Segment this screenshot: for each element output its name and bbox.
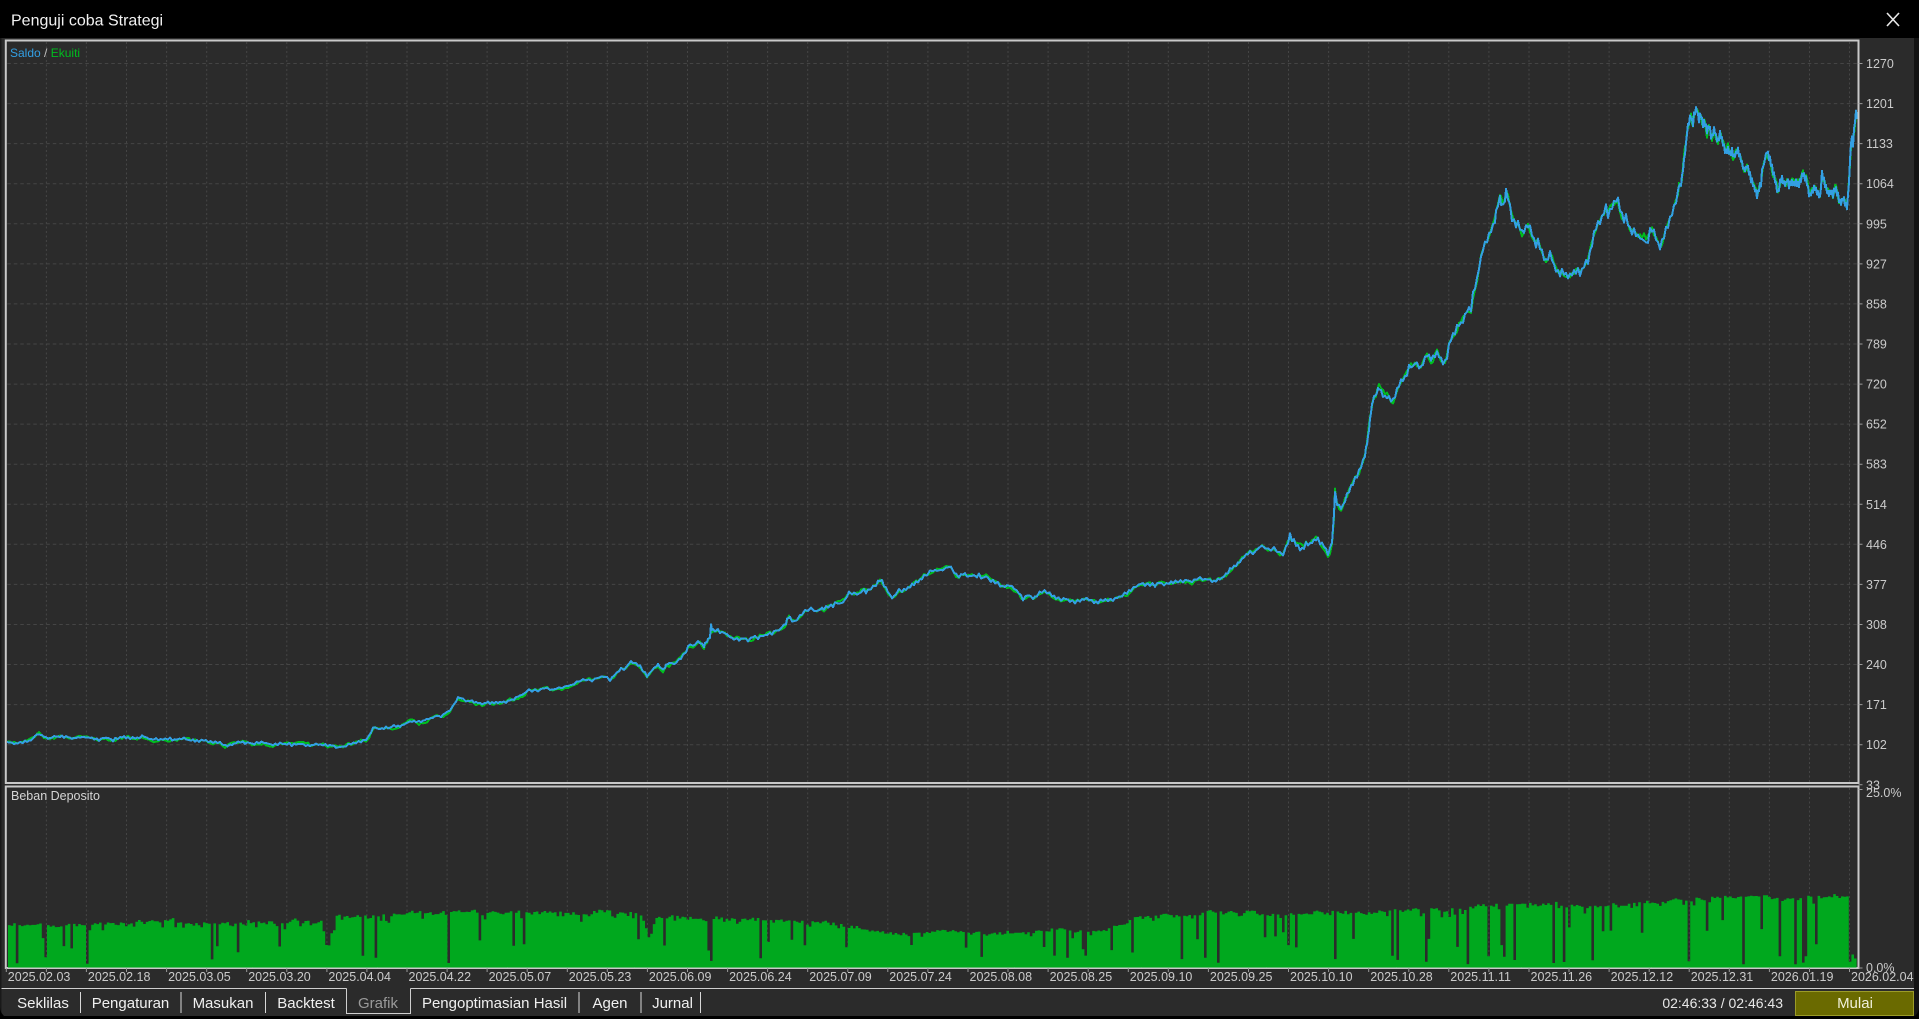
svg-text:02:46:33 / 02:46:43: 02:46:33 / 02:46:43: [1662, 995, 1783, 1011]
svg-text:2025.09.10: 2025.09.10: [1130, 970, 1193, 984]
svg-text:308: 308: [1866, 618, 1887, 632]
svg-text:Jurnal: Jurnal: [652, 995, 693, 1012]
svg-text:583: 583: [1866, 458, 1887, 472]
svg-text:858: 858: [1866, 297, 1887, 311]
svg-text:2025.06.09: 2025.06.09: [649, 970, 712, 984]
svg-text:1133: 1133: [1866, 137, 1893, 151]
svg-text:Backtest: Backtest: [277, 995, 335, 1012]
svg-text:2025.07.09: 2025.07.09: [809, 970, 872, 984]
svg-text:2025.11.11: 2025.11.11: [1450, 970, 1511, 984]
svg-text:1270: 1270: [1866, 57, 1894, 71]
svg-text:1201: 1201: [1866, 97, 1894, 111]
svg-text:2025.03.05: 2025.03.05: [168, 970, 231, 984]
svg-text:240: 240: [1866, 658, 1887, 672]
svg-text:2025.09.25: 2025.09.25: [1210, 970, 1273, 984]
svg-text:2025.04.04: 2025.04.04: [328, 970, 391, 984]
svg-text:2025.08.08: 2025.08.08: [970, 970, 1033, 984]
svg-text:Penguji coba Strategi: Penguji coba Strategi: [11, 13, 163, 30]
svg-text:171: 171: [1866, 698, 1887, 712]
svg-text:2025.05.07: 2025.05.07: [489, 970, 552, 984]
svg-text:2025.06.24: 2025.06.24: [729, 970, 792, 984]
svg-text:Seklilas: Seklilas: [17, 995, 69, 1012]
svg-text:377: 377: [1866, 578, 1887, 592]
svg-text:2025.11.26: 2025.11.26: [1531, 970, 1593, 984]
svg-text:Agen: Agen: [592, 995, 627, 1012]
svg-text:652: 652: [1866, 418, 1887, 432]
svg-text:2025.12.12: 2025.12.12: [1611, 970, 1674, 984]
svg-text:2025.03.20: 2025.03.20: [248, 970, 311, 984]
svg-text:2025.07.24: 2025.07.24: [889, 970, 952, 984]
svg-text:Mulai: Mulai: [1837, 995, 1873, 1012]
svg-text:Pengoptimasian Hasil: Pengoptimasian Hasil: [422, 995, 567, 1012]
svg-text:0.0%: 0.0%: [1866, 961, 1895, 975]
svg-text:102: 102: [1866, 738, 1887, 752]
svg-text:789: 789: [1866, 338, 1887, 352]
svg-text:2025.02.03: 2025.02.03: [8, 970, 71, 984]
svg-text:33: 33: [1866, 778, 1880, 792]
svg-text:2025.12.31: 2025.12.31: [1691, 970, 1754, 984]
svg-text:2025.10.10: 2025.10.10: [1290, 970, 1353, 984]
svg-text:25.0%: 25.0%: [1866, 786, 1901, 800]
svg-text:2025.10.28: 2025.10.28: [1370, 970, 1433, 984]
svg-text:Masukan: Masukan: [193, 995, 254, 1012]
svg-text:Grafik: Grafik: [358, 995, 399, 1012]
svg-text:927: 927: [1866, 257, 1887, 271]
svg-text:Pengaturan: Pengaturan: [92, 995, 170, 1012]
svg-text:1064: 1064: [1866, 177, 1894, 191]
svg-text:Saldo / Ekuiti: Saldo / Ekuiti: [10, 46, 80, 60]
svg-text:995: 995: [1866, 217, 1887, 231]
svg-text:2025.02.18: 2025.02.18: [88, 970, 151, 984]
svg-text:2025.08.25: 2025.08.25: [1050, 970, 1113, 984]
svg-text:2026.01.19: 2026.01.19: [1771, 970, 1834, 984]
svg-text:2025.05.23: 2025.05.23: [569, 970, 632, 984]
svg-text:446: 446: [1866, 538, 1887, 552]
svg-text:2025.04.22: 2025.04.22: [409, 970, 472, 984]
svg-text:720: 720: [1866, 378, 1887, 392]
svg-text:514: 514: [1866, 498, 1887, 512]
svg-text:Beban Deposito: Beban Deposito: [11, 789, 100, 803]
svg-text:2026.02.04: 2026.02.04: [1851, 970, 1914, 984]
